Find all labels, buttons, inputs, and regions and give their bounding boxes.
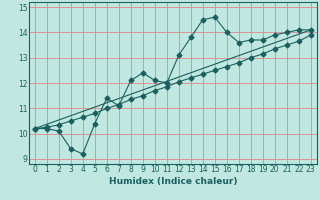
- X-axis label: Humidex (Indice chaleur): Humidex (Indice chaleur): [108, 177, 237, 186]
